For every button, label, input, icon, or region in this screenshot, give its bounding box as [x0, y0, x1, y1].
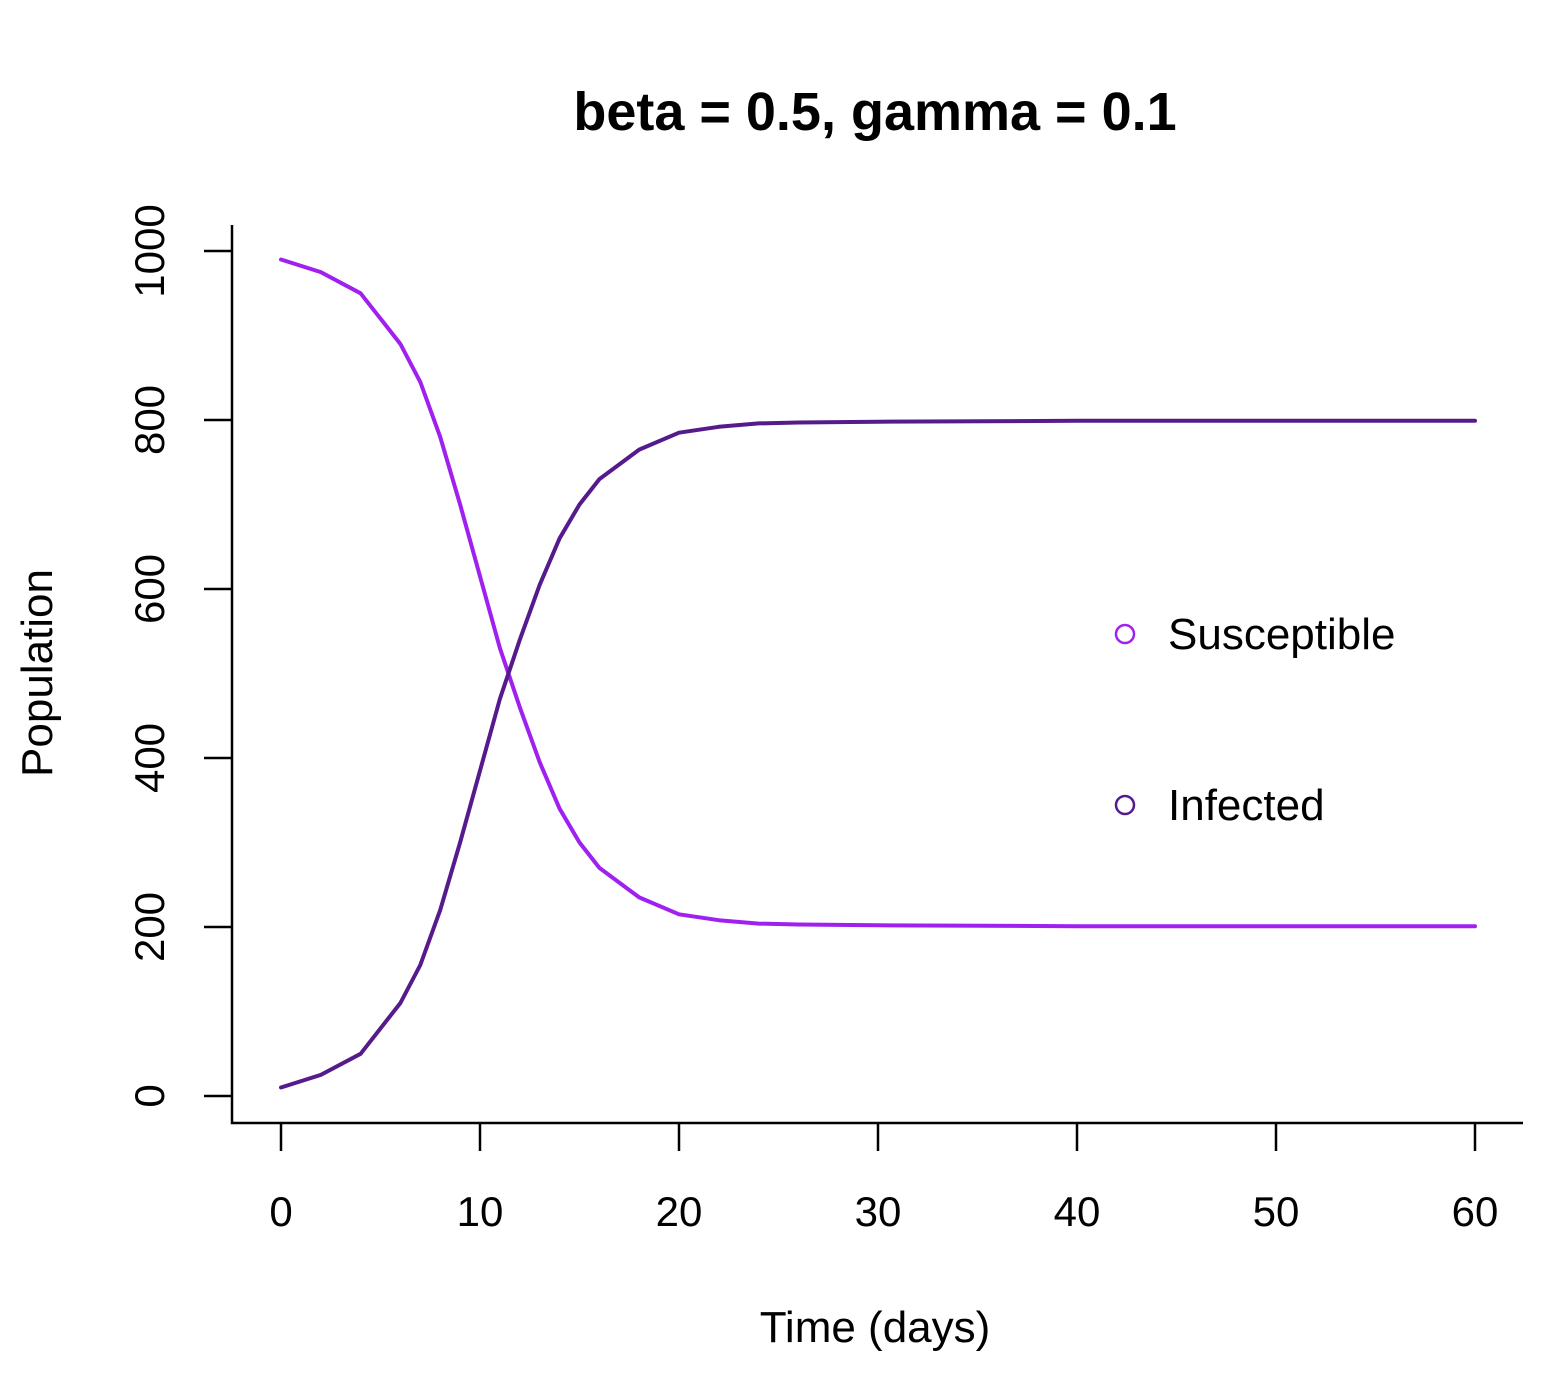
y-tick-label-2: 400: [126, 723, 173, 793]
x-tick-label-5: 50: [1253, 1188, 1300, 1235]
series-line-susceptible: [279, 257, 1477, 929]
legend-label-infected: Infected: [1168, 781, 1325, 830]
x-tick-label-1: 10: [457, 1188, 504, 1235]
x-tick-label-3: 30: [855, 1188, 902, 1235]
y-axis-label: Population: [13, 569, 62, 777]
series-lines: [279, 257, 1477, 1090]
legend-label-susceptible: Susceptible: [1168, 610, 1395, 659]
chart-title: beta = 0.5, gamma = 0.1: [573, 82, 1176, 142]
y-tick-label-4: 800: [126, 385, 173, 455]
x-axis-label: Time (days): [760, 1303, 991, 1352]
y-tick-label-0: 0: [126, 1084, 173, 1107]
x-tick-label-4: 40: [1054, 1188, 1101, 1235]
series-line-infected: [279, 418, 1477, 1090]
x-tick-label-6: 60: [1452, 1188, 1499, 1235]
y-tick-label-3: 600: [126, 554, 173, 624]
y-axis-ticks: 0 200 400 600 800 1000: [126, 204, 232, 1108]
y-tick-label-5: 1000: [126, 204, 173, 297]
y-axis-line: [230, 225, 1523, 1125]
legend: Susceptible Infected: [1114, 610, 1395, 830]
x-tick-label-0: 0: [269, 1188, 292, 1235]
x-tick-label-2: 20: [656, 1188, 703, 1235]
y-tick-label-1: 200: [126, 892, 173, 962]
legend-marker-susceptible: [1114, 623, 1136, 645]
legend-marker-infected: [1114, 794, 1136, 816]
x-axis-ticks: 0 10 20 30 40 50 60: [269, 1123, 1498, 1235]
